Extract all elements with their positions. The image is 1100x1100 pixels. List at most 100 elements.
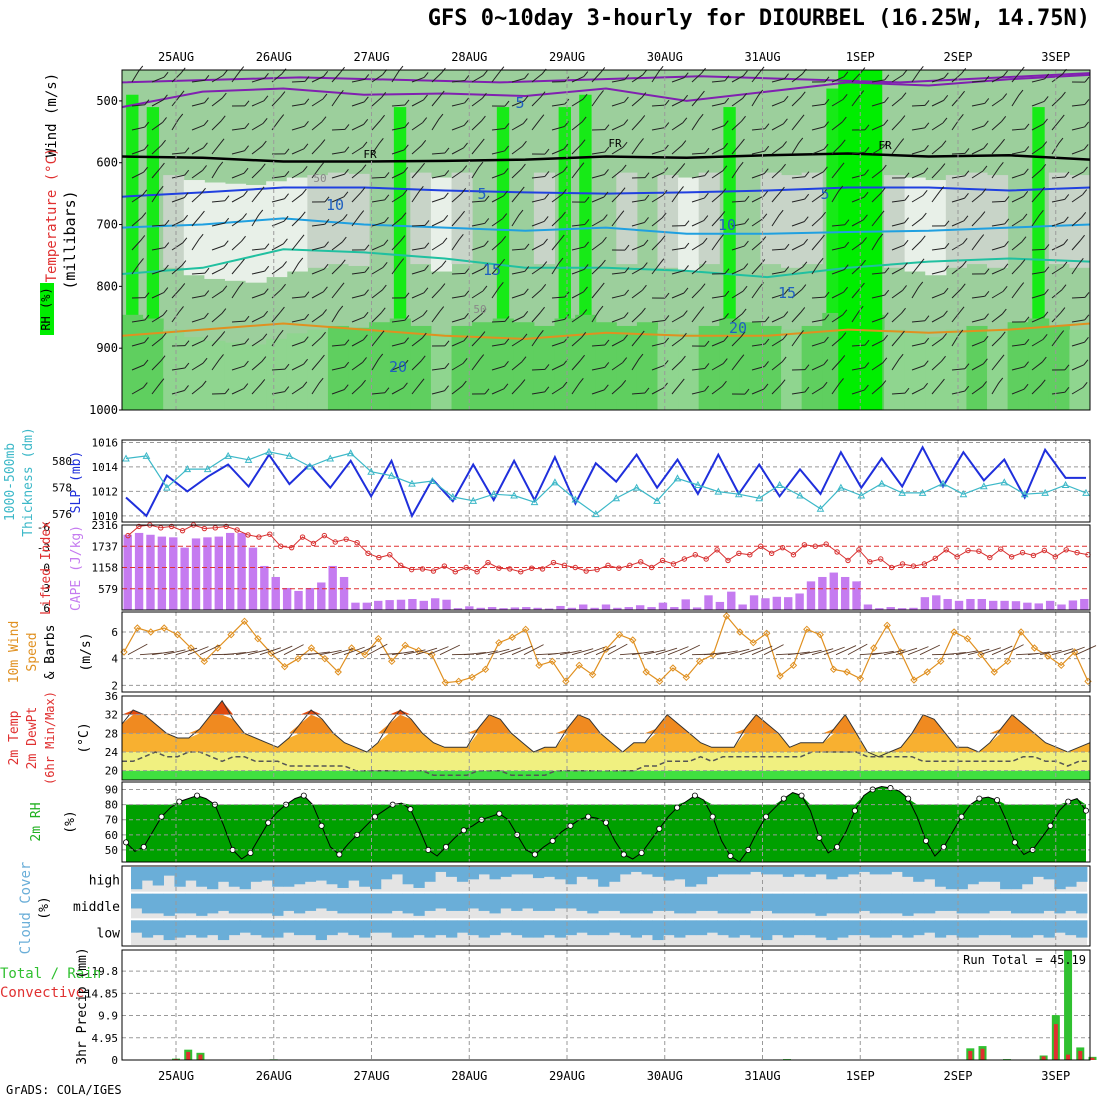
wind-barb-flag (284, 170, 290, 177)
wind-barb-flag (323, 286, 328, 293)
rh-surface-cell (884, 329, 906, 410)
wind-barb (591, 219, 604, 227)
wind-barb-flag (200, 210, 205, 217)
cloud-high-cell (858, 867, 871, 872)
cloud-middle-cell (511, 893, 523, 911)
cloud-middle-cell (380, 893, 393, 914)
cloud-middle-cell (337, 893, 349, 914)
wind-barb (511, 123, 524, 131)
wind-barb-flag (799, 114, 805, 121)
wind-barb (651, 387, 664, 395)
cape-bar (442, 599, 451, 610)
wind-barb-flag (998, 161, 1004, 168)
wind-barb-flag (404, 292, 410, 299)
cloud-low-cell (207, 920, 219, 936)
cloud-low-cell (511, 920, 523, 936)
wind-barb-flag (824, 76, 830, 83)
wind-barb (631, 312, 642, 323)
wind-barb-flag (604, 362, 610, 368)
cloud-high-cell (446, 867, 458, 877)
wind-speed-marker (173, 630, 182, 639)
cloud-high-cell (967, 867, 979, 885)
wind-barb-flag (924, 144, 929, 151)
wind-barb-flag (563, 336, 569, 343)
wind-barb-flag (704, 340, 710, 347)
wind-barb-flag (344, 361, 350, 368)
wind-barb (891, 335, 901, 347)
wind-barb-flag (659, 258, 665, 264)
wind-barb-flag (604, 169, 609, 175)
thickness-marker (326, 454, 335, 462)
wind-speed-marker (1070, 648, 1079, 656)
wind-barb (411, 144, 423, 155)
wind-barb (491, 195, 504, 203)
wind-barb-flag (443, 215, 449, 221)
lifted-index-marker (867, 559, 873, 565)
surface-wind-barb (271, 645, 293, 656)
wind-barb-flag (1020, 259, 1026, 265)
cloud-low-cell (196, 920, 208, 938)
thickness-marker (1020, 490, 1029, 498)
rh-marker (816, 834, 823, 841)
wind-barb (191, 102, 205, 107)
wind-barb-flag (564, 121, 569, 127)
cloud-low-cell (826, 920, 838, 941)
panel-upper-air (40, 65, 1091, 411)
wind-barb (311, 382, 320, 395)
cloud-low-cell (848, 920, 860, 936)
wind-barb-flag (644, 387, 650, 394)
wind-barb (931, 145, 943, 155)
wind-barb (511, 78, 525, 83)
wind-barb (731, 268, 745, 275)
lifted-index-marker (779, 544, 786, 551)
wind-barb (251, 384, 262, 395)
rh-marker (834, 843, 841, 850)
wind-barb (671, 122, 684, 131)
wind-barb-flag (983, 335, 989, 342)
wind-barb-flag (622, 357, 628, 363)
wind-barb-flag (1042, 141, 1048, 147)
axis-label-temperature: Temperature (°C) (44, 148, 60, 283)
cape-bar (317, 582, 326, 610)
contour-label: 5 (477, 185, 486, 203)
cloud-low-cell (652, 920, 664, 941)
wind-speed-marker (923, 668, 932, 676)
cloud-high-cell (728, 867, 740, 875)
rh-marker (780, 795, 787, 802)
wind-barb (231, 320, 246, 323)
rh-marker (851, 807, 858, 814)
wind-barb-flag (639, 138, 644, 144)
wind-barb (951, 197, 965, 203)
wind-barb (611, 101, 625, 107)
wind-barb (911, 263, 921, 275)
date-label-bottom: 29AUG (549, 1069, 585, 1083)
cloud-high-cell (934, 867, 947, 887)
wind-barb (211, 245, 225, 251)
precip-convective-bar (980, 1048, 985, 1060)
wind-barb-flag (1061, 91, 1066, 98)
wind-barb (651, 217, 663, 227)
wind-barb-flag (363, 311, 369, 318)
wind-barb-flag (944, 265, 949, 272)
wind-barb-flag (221, 92, 227, 99)
thickness-marker (898, 488, 907, 496)
wind-barb (691, 175, 705, 179)
wind-barb-flag (802, 261, 808, 268)
wind-barb (871, 385, 883, 395)
wind-barb (911, 286, 920, 299)
axis-label-rh: RH (%) (39, 287, 53, 330)
wind-barb (1071, 341, 1085, 347)
lifted-index-marker (736, 550, 742, 557)
wind-barb (571, 144, 582, 155)
wind-barb (971, 340, 985, 347)
wind-speed-marker (816, 630, 824, 639)
lifted-index-marker (376, 554, 382, 561)
isotherm-line (121, 73, 1091, 109)
wind-barb (671, 168, 682, 179)
wind-barb (771, 293, 785, 299)
cloud-high-cell (695, 867, 708, 885)
surface-wind-barb (1039, 649, 1062, 656)
wind-barb (411, 314, 424, 323)
y-tick-label-right: 1010 (92, 510, 119, 523)
cloud-high-cell (543, 867, 556, 877)
